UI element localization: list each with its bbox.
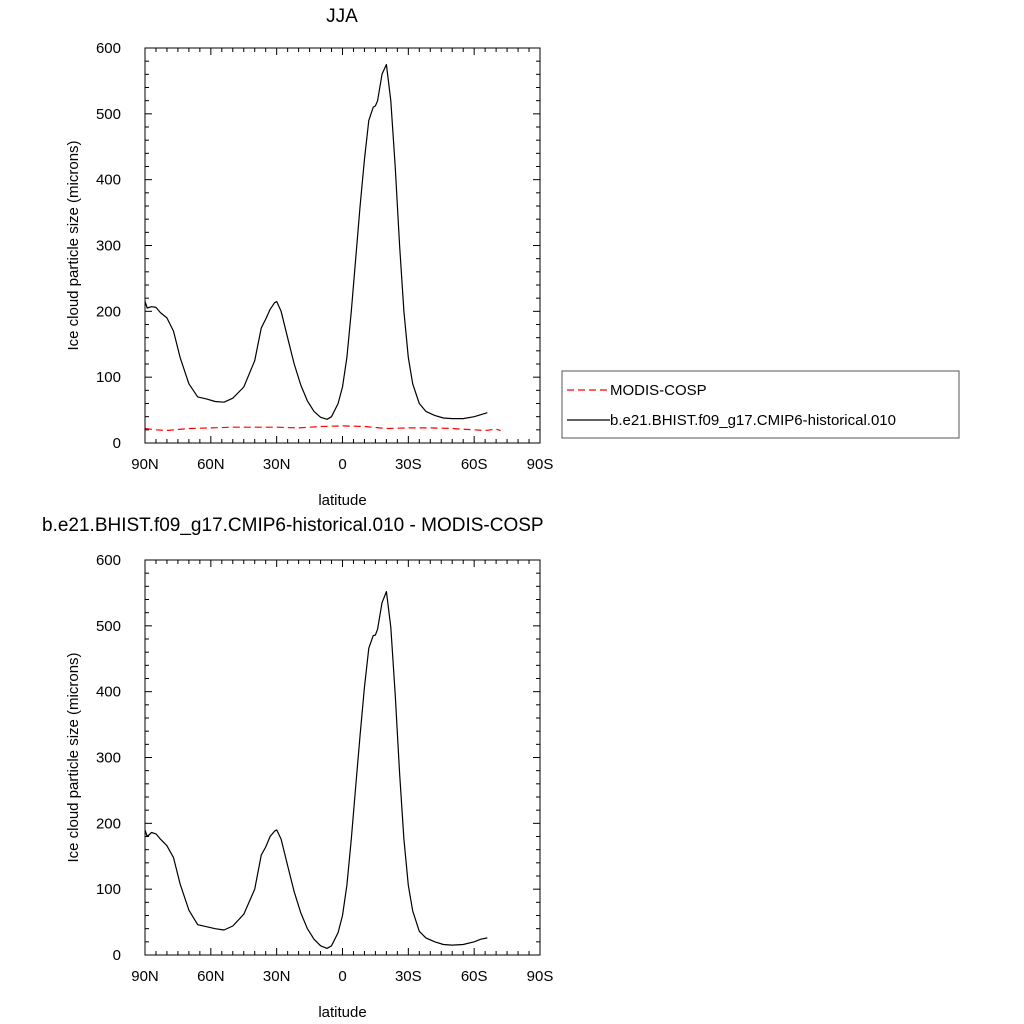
- y-tick-label: 200: [96, 815, 121, 832]
- legend-entry: b.e21.BHIST.f09_g17.CMIP6-historical.010: [610, 412, 896, 429]
- x-tick-label: 60N: [197, 456, 225, 473]
- y-axis-label: Ice cloud particle size (microns): [65, 652, 82, 862]
- legend: MODIS-COSP b.e21.BHIST.f09_g17.CMIP6-hist…: [561, 370, 960, 439]
- y-tick-label: 300: [96, 750, 121, 767]
- y-tick-label: 300: [96, 238, 121, 255]
- y-tick-label: 600: [96, 40, 121, 57]
- x-tick-label: 0: [338, 968, 346, 985]
- y-tick-label: 500: [96, 106, 121, 123]
- y-tick-label: 0: [113, 435, 121, 452]
- chart-panel-1: JJA 0 100 200 300 400 500 600 90N 60N 30N 0 30S 60S 90…: [65, 6, 960, 509]
- tick-marks: [144, 559, 541, 956]
- y-tick-label: 100: [96, 369, 121, 386]
- legend-box: [561, 370, 960, 439]
- y-tick-label: 400: [96, 172, 121, 189]
- series-line-1: [144, 590, 488, 950]
- series-line-2: [144, 63, 488, 420]
- x-tick-label: 60S: [461, 968, 488, 985]
- chart-title: JJA: [326, 6, 358, 27]
- x-tick-label: 90N: [131, 456, 159, 473]
- x-tick-label: 60S: [461, 456, 488, 473]
- chart-title: b.e21.BHIST.f09_g17.CMIP6-historical.010…: [42, 515, 544, 536]
- x-tick-label: 0: [338, 456, 346, 473]
- series-line-1: [144, 425, 501, 432]
- y-tick-label: 0: [113, 947, 121, 964]
- chart-panel-2: b.e21.BHIST.f09_g17.CMIP6-historical.010…: [42, 515, 553, 1021]
- x-tick-label: 30N: [263, 968, 291, 985]
- x-tick-label: 90S: [527, 456, 554, 473]
- y-tick-label: 600: [96, 552, 121, 569]
- legend-entry: MODIS-COSP: [610, 382, 707, 399]
- y-tick-label: 200: [96, 303, 121, 320]
- y-axis-label: Ice cloud particle size (microns): [65, 140, 82, 350]
- x-tick-label: 30N: [263, 456, 291, 473]
- x-tick-label: 90N: [131, 968, 159, 985]
- x-tick-label: 90S: [527, 968, 554, 985]
- y-tick-label: 400: [96, 684, 121, 701]
- plot-frame: [144, 47, 541, 444]
- y-tick-label: 500: [96, 618, 121, 635]
- x-axis-label: latitude: [318, 1004, 366, 1021]
- x-axis-label: latitude: [318, 492, 366, 509]
- plot-frame: [144, 559, 541, 956]
- x-tick-label: 30S: [395, 456, 422, 473]
- x-tick-label: 30S: [395, 968, 422, 985]
- y-tick-label: 100: [96, 881, 121, 898]
- x-tick-label: 60N: [197, 968, 225, 985]
